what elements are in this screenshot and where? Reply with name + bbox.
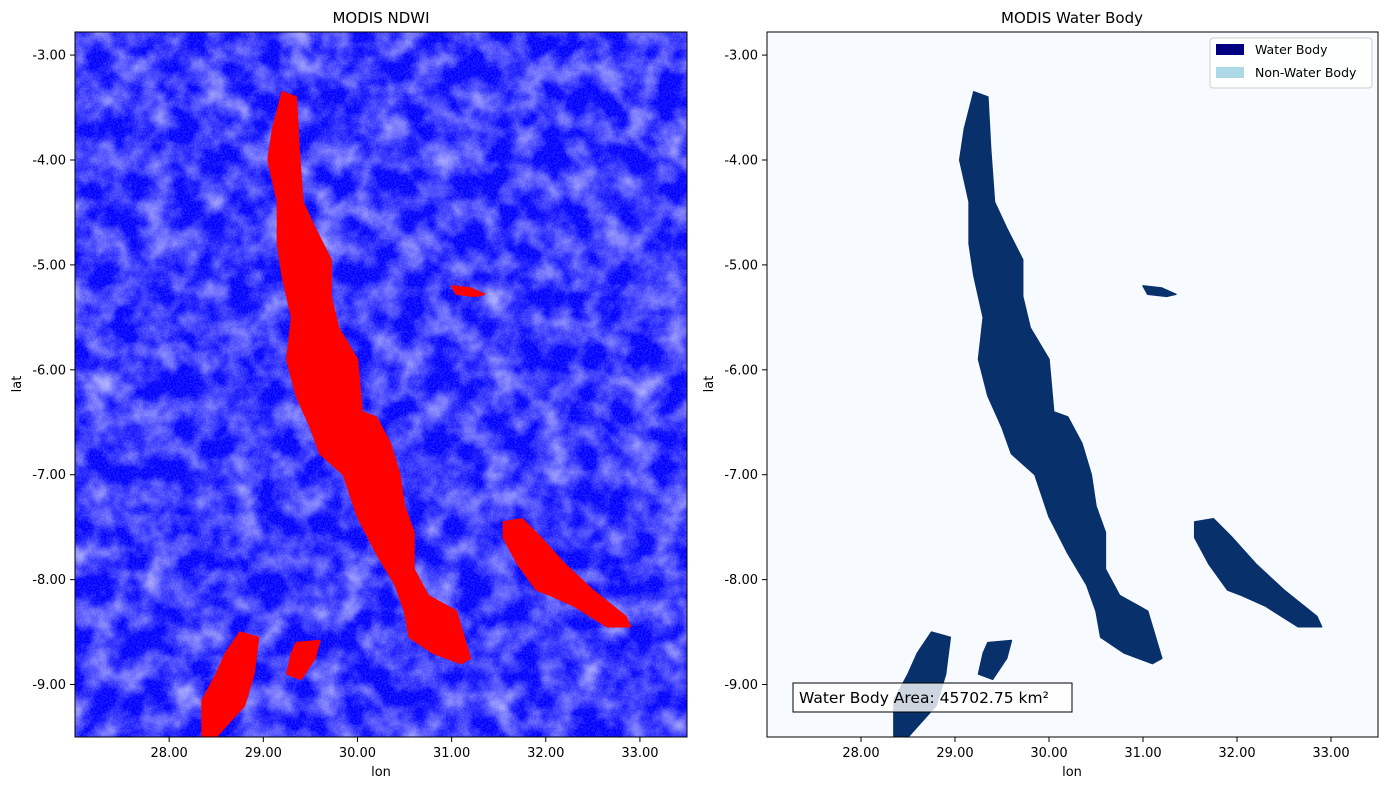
x-tick-label: 33.00	[621, 746, 658, 761]
y-tick-label: -8.00	[32, 573, 66, 588]
area-annotation-text: Water Body Area: 45702.75 km²	[799, 689, 1049, 707]
y-tick-label: -4.00	[32, 153, 66, 168]
waterbody-title: MODIS Water Body	[1001, 9, 1143, 27]
waterbody-raster	[767, 32, 1378, 737]
x-tick-label: 29.00	[936, 746, 973, 761]
ndwi-xlabel: lon	[371, 765, 391, 780]
legend-label-nonwater: Non-Water Body	[1255, 65, 1357, 80]
y-tick-label: -3.00	[32, 49, 66, 64]
legend-swatch-nonwater	[1216, 67, 1244, 78]
lake-rukwa-water	[1193, 518, 1323, 628]
y-tick-label: -4.00	[724, 153, 758, 168]
ndwi-water-shapes	[201, 91, 632, 737]
waterbody-axes-frame	[766, 31, 1379, 738]
legend: Water Body Non-Water Body	[1209, 37, 1373, 89]
lake-mweru-ndwi	[201, 631, 260, 737]
x-tick-label: 29.00	[245, 746, 282, 761]
waterbody-xlabel: lon	[1062, 765, 1082, 780]
lake-mweru-wantipa-water	[977, 639, 1013, 681]
area-annotation: Water Body Area: 45702.75 km²	[792, 682, 1073, 713]
x-tick-label: 31.00	[1124, 746, 1161, 761]
y-tick-label: -9.00	[32, 678, 66, 693]
legend-label-water: Water Body	[1255, 42, 1328, 57]
waterbody-panel: MODIS Water Body lon lat 28.00 29.00 30.00…	[702, 9, 1379, 780]
x-tick-label: 32.00	[1218, 746, 1255, 761]
ndwi-ylabel: lat	[10, 376, 25, 393]
legend-swatch-water	[1216, 44, 1244, 55]
x-tick-label: 33.00	[1312, 746, 1349, 761]
lake-rukwa-ndwi	[502, 518, 632, 628]
y-tick-label: -9.00	[724, 678, 758, 693]
waterbody-ticks: 28.00 29.00 30.00 31.00 32.00 33.00 -3.00 -4.00…	[724, 49, 1349, 761]
x-tick-label: 28.00	[151, 746, 188, 761]
x-tick-label: 30.00	[339, 746, 376, 761]
y-tick-label: -7.00	[32, 468, 66, 483]
lake-tanganyika-water	[958, 91, 1163, 665]
legend-box	[1209, 37, 1373, 89]
lake-tanganyika-ndwi	[267, 91, 472, 665]
lake-mweru-wantipa-ndwi	[286, 639, 321, 681]
ndwi-title: MODIS NDWI	[332, 9, 429, 27]
area-annotation-box	[792, 682, 1073, 713]
waterbody-background	[767, 32, 1378, 737]
waterbody-ylabel: lat	[702, 376, 717, 393]
y-tick-label: -6.00	[32, 363, 66, 378]
y-tick-label: -6.00	[724, 363, 758, 378]
x-tick-label: 28.00	[842, 746, 879, 761]
y-tick-label: -7.00	[724, 468, 758, 483]
ndwi-speckle	[75, 32, 687, 737]
y-tick-label: -8.00	[724, 573, 758, 588]
y-tick-label: -3.00	[724, 49, 758, 64]
y-tick-label: -5.00	[724, 258, 758, 273]
x-tick-label: 31.00	[433, 746, 470, 761]
ndwi-axes-frame	[74, 31, 688, 738]
ndwi-ticks: 28.00 29.00 30.00 31.00 32.00 33.00 -3.00 -4.00…	[32, 49, 658, 761]
ndwi-raster	[75, 32, 687, 737]
lake-sagara-ndwi	[450, 285, 486, 298]
ndwi-panel: MODIS NDWI lon lat 28.00 29.00 30.00 31.00 3…	[10, 9, 688, 780]
x-tick-label: 30.00	[1030, 746, 1067, 761]
lake-sagara-water	[1142, 285, 1177, 298]
x-tick-label: 32.00	[527, 746, 564, 761]
y-tick-label: -5.00	[32, 258, 66, 273]
